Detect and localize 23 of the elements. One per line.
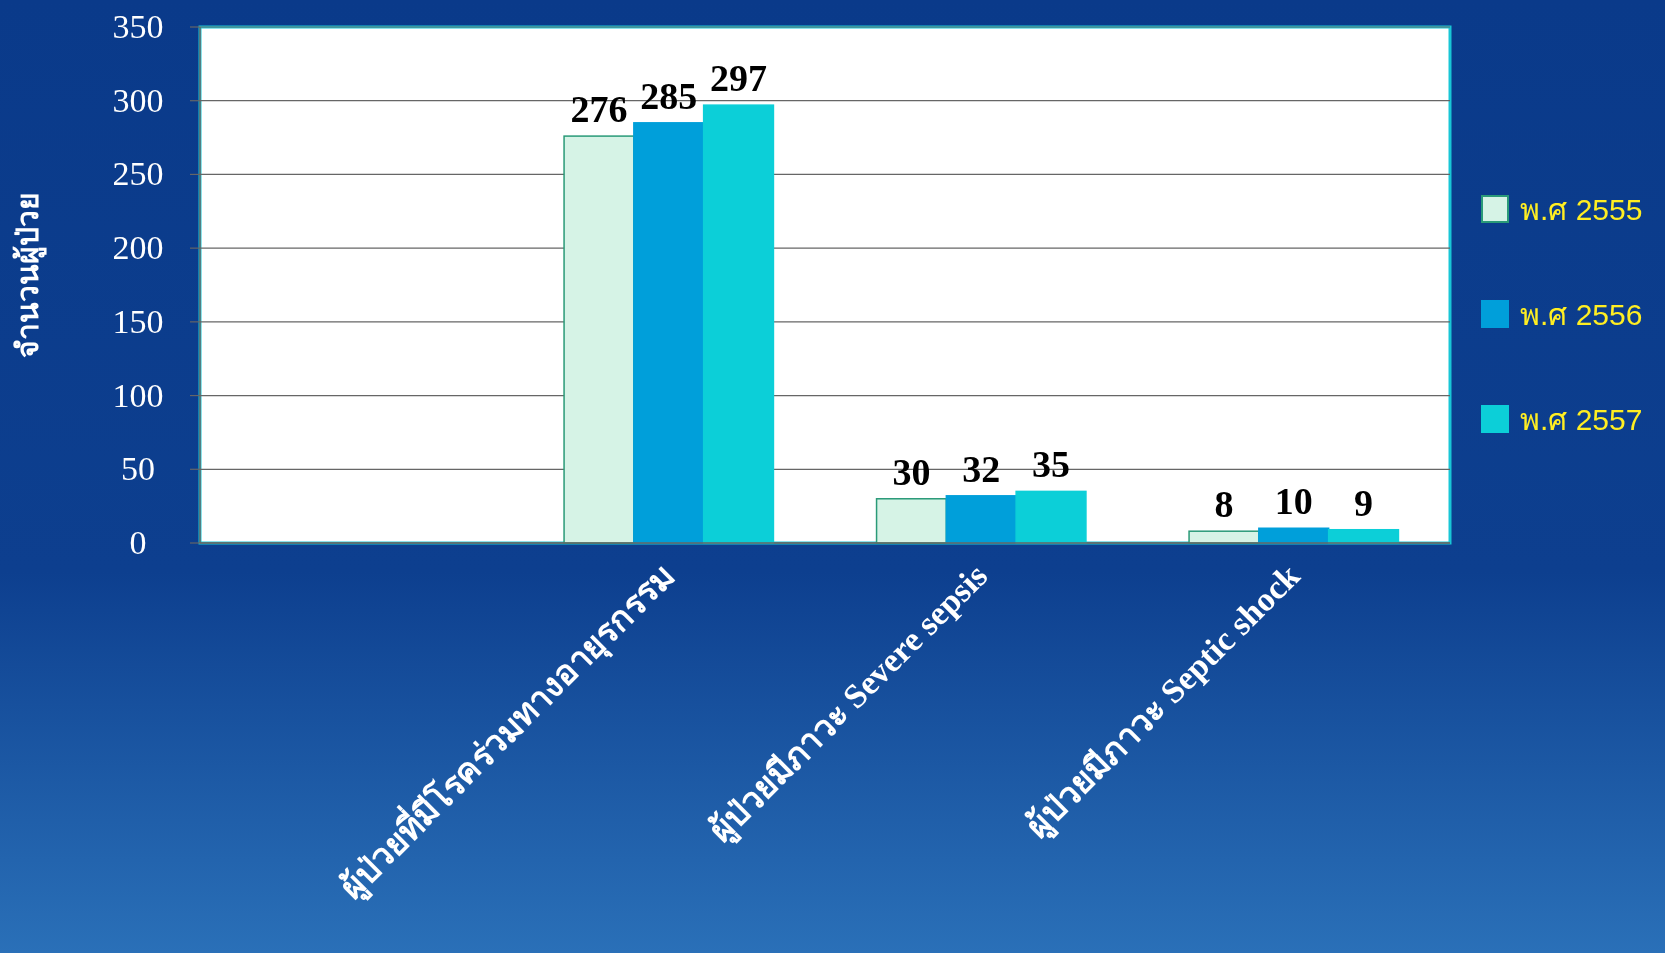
y-tick-label: 150 — [112, 302, 164, 340]
legend-label: พ.ศ 2555 — [1520, 193, 1643, 226]
data-label: 276 — [570, 88, 628, 131]
bar — [563, 135, 635, 544]
y-tick-label: 50 — [121, 450, 155, 488]
bar — [702, 104, 775, 544]
y-tick-label: 350 — [112, 8, 164, 45]
y-tick-label: 100 — [112, 376, 164, 414]
data-label: 8 — [1214, 483, 1234, 526]
bar — [875, 498, 948, 544]
data-label: 297 — [710, 57, 768, 100]
legend-label: พ.ศ 2556 — [1520, 298, 1643, 331]
legend-label: พ.ศ 2557 — [1520, 403, 1643, 436]
bar — [945, 495, 1017, 544]
y-tick-label: 250 — [112, 155, 164, 193]
bar — [633, 122, 705, 544]
y-tick-label: 300 — [112, 81, 164, 119]
bar — [1015, 490, 1087, 544]
data-label: 10 — [1274, 480, 1313, 523]
y-tick-label: 0 — [129, 524, 147, 561]
y-tick-label: 200 — [112, 229, 164, 267]
y-axis-title: จำนวนผู้ป่วย — [11, 192, 47, 358]
data-label: 9 — [1354, 481, 1374, 524]
